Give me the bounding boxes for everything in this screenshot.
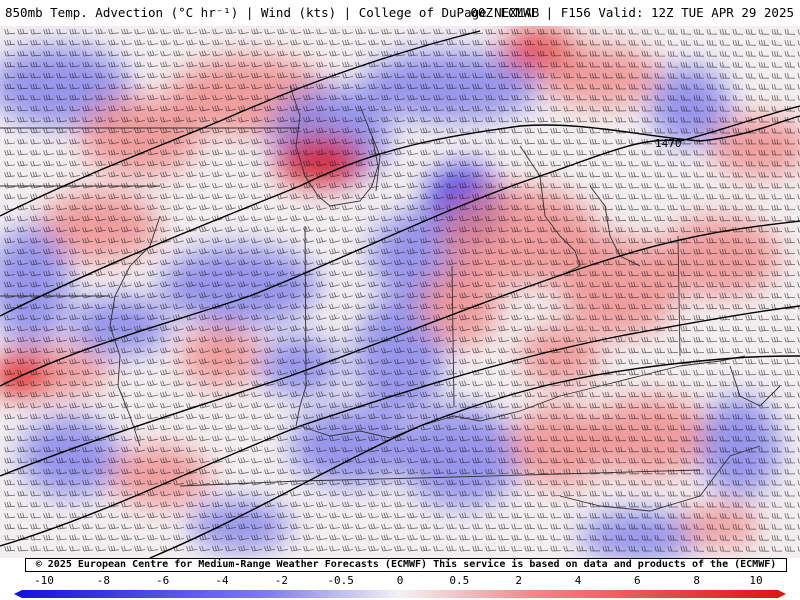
height-contours bbox=[0, 30, 800, 558]
indiana-ohio-border bbox=[451, 265, 455, 407]
advection-blob bbox=[440, 186, 600, 286]
color-scale-tick: -8 bbox=[96, 574, 110, 587]
color-scale-tick: 8 bbox=[693, 574, 700, 587]
color-scale-tick: 4 bbox=[574, 574, 582, 587]
appalachian-border bbox=[559, 445, 761, 512]
color-scale-tick: -0.5 bbox=[327, 574, 354, 587]
advection-blob bbox=[260, 336, 340, 396]
great-lakes-shoreline bbox=[289, 85, 379, 207]
color-scale: -10 -8 -6 -4 -2 -0.5 0 0.5 2 4 6 8 10 bbox=[0, 572, 800, 600]
iowa-illinois-river bbox=[109, 215, 161, 447]
lake-michigan-west-shore bbox=[371, 135, 381, 192]
color-scale-tick: 6 bbox=[634, 574, 641, 587]
advection-blob bbox=[190, 501, 290, 551]
height-contour-4 bbox=[0, 220, 800, 477]
advection-blob bbox=[110, 446, 210, 506]
advection-blob bbox=[20, 416, 120, 496]
color-scale-tick: 0.5 bbox=[449, 574, 470, 587]
map-canvas: 1470 bbox=[0, 26, 800, 558]
advection-blob bbox=[180, 326, 260, 386]
advection-blob bbox=[0, 356, 50, 396]
wind-barb-grid bbox=[4, 28, 800, 552]
advection-blob bbox=[590, 396, 710, 476]
ohio-border bbox=[677, 235, 681, 357]
color-scale-tick: -6 bbox=[156, 574, 170, 587]
advection-blob bbox=[290, 406, 410, 486]
color-scale-tick: 2 bbox=[515, 574, 522, 587]
map-title: 850mb Temp. Advection (°C hr⁻¹) | Wind (… bbox=[5, 5, 540, 20]
wind-barbs bbox=[4, 28, 800, 552]
advection-blob bbox=[510, 406, 610, 486]
height-contour-6 bbox=[149, 355, 800, 558]
advection-blob bbox=[70, 296, 170, 356]
lake-huron-shore bbox=[589, 185, 641, 267]
model-run-valid-time: 00Z ECMWF | F156 Valid: 12Z TUE APR 29 2… bbox=[470, 5, 794, 20]
map-header: 850mb Temp. Advection (°C hr⁻¹) | Wind (… bbox=[0, 0, 800, 26]
copyright-notice: © 2025 European Centre for Medium-Range … bbox=[25, 558, 787, 572]
height-contour-1 bbox=[0, 30, 481, 217]
height-contour-3 bbox=[0, 105, 800, 387]
illinois-indiana-border bbox=[295, 225, 307, 427]
advection-blob bbox=[710, 116, 800, 176]
color-scale-bar bbox=[14, 590, 786, 598]
advection-blob bbox=[580, 511, 700, 558]
color-scale-tick: 0 bbox=[396, 574, 404, 587]
height-contour-5 bbox=[0, 305, 800, 547]
color-scale-tick: -10 bbox=[34, 574, 54, 587]
advection-blob bbox=[0, 46, 130, 126]
advection-blob bbox=[400, 406, 520, 506]
advection-map[interactable]: 1470 bbox=[0, 26, 800, 558]
height-contour-2 bbox=[0, 115, 800, 317]
color-scale-gradient bbox=[14, 590, 786, 598]
color-scale-tick: 10 bbox=[749, 574, 763, 587]
color-scale-tick: -4 bbox=[215, 574, 229, 587]
height-contour-label: 1470 bbox=[655, 137, 682, 150]
advection-blob bbox=[540, 46, 660, 106]
advection-blob bbox=[80, 96, 200, 176]
color-scale-tick: -2 bbox=[274, 574, 288, 587]
kentucky-tennessee-border bbox=[179, 469, 701, 487]
west-virginia-border bbox=[729, 365, 781, 407]
ohio-river bbox=[299, 355, 746, 439]
